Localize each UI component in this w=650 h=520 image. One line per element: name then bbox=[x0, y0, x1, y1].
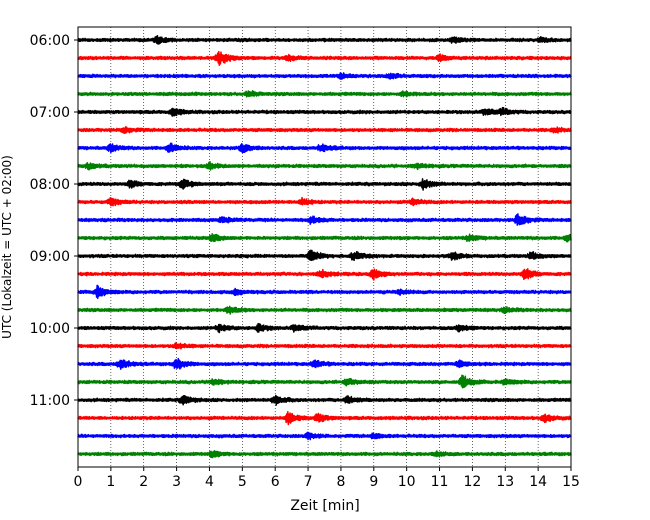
trace-1130 bbox=[77, 431, 572, 441]
trace-1045 bbox=[77, 374, 572, 389]
trace-0715 bbox=[77, 126, 572, 134]
trace-0915 bbox=[77, 268, 572, 281]
y-tick-label-08:00: 08:00 bbox=[30, 177, 70, 193]
trace-0815 bbox=[77, 196, 572, 207]
y-axis-label: UTC (Lokalzeit = UTC + 02:00) bbox=[0, 155, 14, 339]
x-tick-label-12: 12 bbox=[463, 474, 481, 490]
trace-0900 bbox=[77, 249, 572, 262]
trace-0800 bbox=[77, 178, 572, 191]
x-axis-ticks: 0 1 2 3 4 5 6 7 8 9 10 11 12 13 14 15 bbox=[74, 467, 580, 490]
trace-1015 bbox=[77, 341, 572, 350]
x-tick-label-14: 14 bbox=[529, 474, 547, 490]
y-axis-ticks: 06:00 07:00 08:00 09:00 10:00 11:00 bbox=[30, 33, 78, 409]
x-tick-label-8: 8 bbox=[336, 474, 345, 490]
trace-0830 bbox=[77, 213, 572, 226]
x-axis-label: Zeit [min] bbox=[290, 498, 359, 514]
x-tick-label-11: 11 bbox=[431, 474, 449, 490]
y-tick-label-06:00: 06:00 bbox=[30, 33, 70, 49]
trace-1145 bbox=[77, 450, 572, 459]
y-tick-label-07:00: 07:00 bbox=[30, 105, 70, 121]
trace-0700 bbox=[77, 106, 572, 117]
trace-0615 bbox=[77, 50, 572, 67]
x-tick-label-7: 7 bbox=[304, 474, 313, 490]
y-tick-label-10:00: 10:00 bbox=[30, 321, 70, 337]
trace-0600 bbox=[77, 35, 572, 45]
x-tick-label-3: 3 bbox=[172, 474, 181, 490]
x-tick-label-1: 1 bbox=[106, 474, 115, 490]
y-tick-label-11:00: 11:00 bbox=[30, 393, 70, 409]
trace-1100 bbox=[77, 394, 572, 406]
x-tick-label-5: 5 bbox=[238, 474, 247, 490]
trace-0930 bbox=[77, 284, 572, 299]
x-tick-label-6: 6 bbox=[271, 474, 280, 490]
trace-0745 bbox=[77, 161, 572, 171]
plot-frame bbox=[77, 26, 572, 468]
x-tick-label-13: 13 bbox=[496, 474, 514, 490]
trace-0730 bbox=[77, 142, 572, 154]
trace-0630 bbox=[77, 72, 572, 80]
trace-0845 bbox=[77, 233, 572, 243]
trace-1115 bbox=[77, 410, 572, 426]
x-tick-label-15: 15 bbox=[562, 474, 580, 490]
x-grid bbox=[110, 27, 539, 467]
x-tick-label-9: 9 bbox=[369, 474, 378, 490]
x-tick-label-0: 0 bbox=[74, 474, 83, 490]
trace-0945 bbox=[77, 305, 572, 315]
trace-1000 bbox=[77, 322, 572, 334]
trace-1030 bbox=[77, 357, 572, 370]
x-tick-label-2: 2 bbox=[139, 474, 148, 490]
y-tick-label-09:00: 09:00 bbox=[30, 249, 70, 265]
helicorder-traces bbox=[77, 35, 572, 459]
x-tick-label-10: 10 bbox=[398, 474, 416, 490]
trace-0645 bbox=[77, 90, 572, 98]
x-tick-label-4: 4 bbox=[205, 474, 214, 490]
